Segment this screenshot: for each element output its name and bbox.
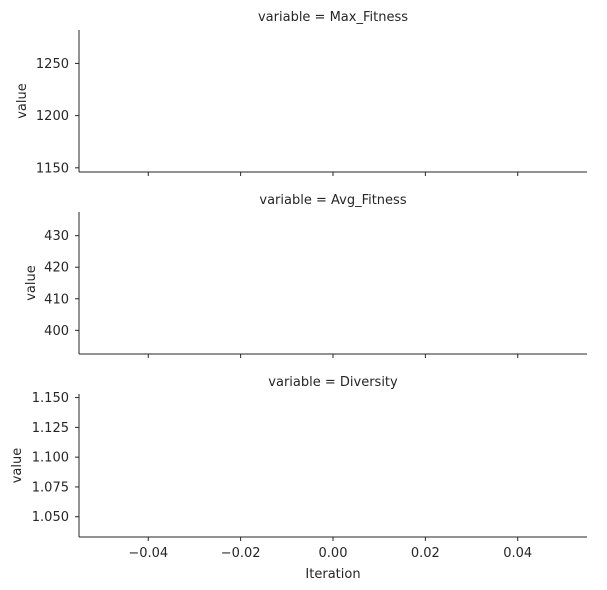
y-tick-label: 1.075 bbox=[32, 480, 69, 495]
y-tick-label: 400 bbox=[44, 324, 69, 339]
facet-title: variable = Max_Fitness bbox=[258, 10, 408, 25]
y-axis-label: value bbox=[15, 83, 30, 119]
y-tick-label: 1150 bbox=[36, 161, 69, 176]
x-axis-label: Iteration bbox=[305, 567, 360, 582]
facet-title: variable = Avg_Fitness bbox=[259, 193, 406, 208]
x-tick-label: 0.02 bbox=[411, 546, 440, 561]
y-tick-label: 1.150 bbox=[32, 391, 69, 406]
x-tick-label: −0.02 bbox=[221, 546, 261, 561]
y-tick-label: 410 bbox=[44, 292, 69, 307]
y-axis-label: value bbox=[10, 448, 25, 484]
y-tick-label: 1.050 bbox=[32, 510, 69, 525]
x-tick-label: −0.04 bbox=[128, 546, 168, 561]
y-axis-label: value bbox=[24, 265, 39, 301]
y-tick-label: 1.100 bbox=[32, 451, 69, 466]
x-tick-label: 0.00 bbox=[319, 546, 348, 561]
y-tick-label: 1200 bbox=[36, 109, 69, 124]
y-tick-label: 420 bbox=[44, 261, 69, 276]
x-tick-label: 0.04 bbox=[503, 546, 532, 561]
facet-title: variable = Diversity bbox=[268, 375, 398, 390]
y-tick-label: 430 bbox=[44, 229, 69, 244]
y-tick-label: 1.125 bbox=[32, 421, 69, 436]
y-tick-label: 1250 bbox=[36, 57, 69, 72]
